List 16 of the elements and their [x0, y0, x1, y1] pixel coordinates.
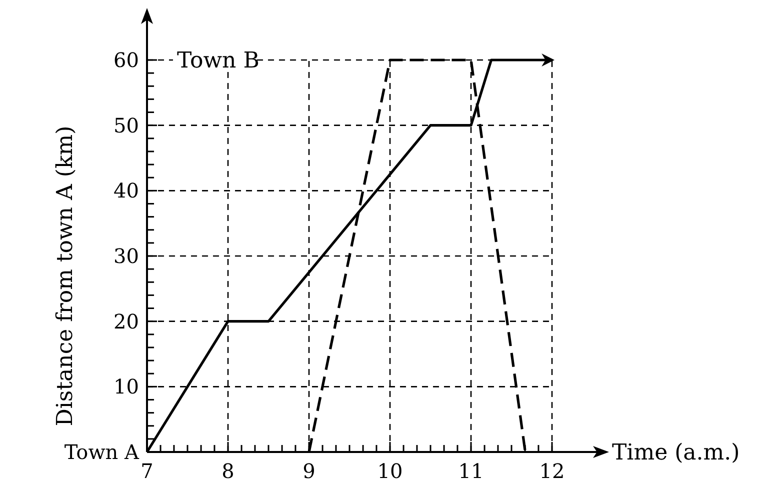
y-tick-label: 60: [114, 48, 139, 72]
annotation: Town B: [177, 48, 260, 74]
y-tick-label: 10: [114, 374, 139, 399]
y-tick-label: 40: [114, 178, 139, 203]
x-axis-title: Time (a.m.): [612, 440, 740, 466]
x-tick-label: 12: [539, 459, 565, 483]
x-tick-label: 11: [458, 459, 484, 483]
y-tick-label: Town A: [64, 440, 140, 464]
x-tick-label: 7: [140, 459, 154, 483]
x-tick-label: 10: [377, 459, 403, 483]
y-tick-label: 50: [114, 113, 139, 138]
y-tick-label: 30: [114, 244, 139, 268]
x-tick-label: 8: [222, 459, 234, 483]
y-axis-title: Distance from town A (km): [53, 126, 78, 426]
y-tick-label: 20: [114, 309, 139, 334]
x-tick-label: 9: [302, 459, 316, 483]
